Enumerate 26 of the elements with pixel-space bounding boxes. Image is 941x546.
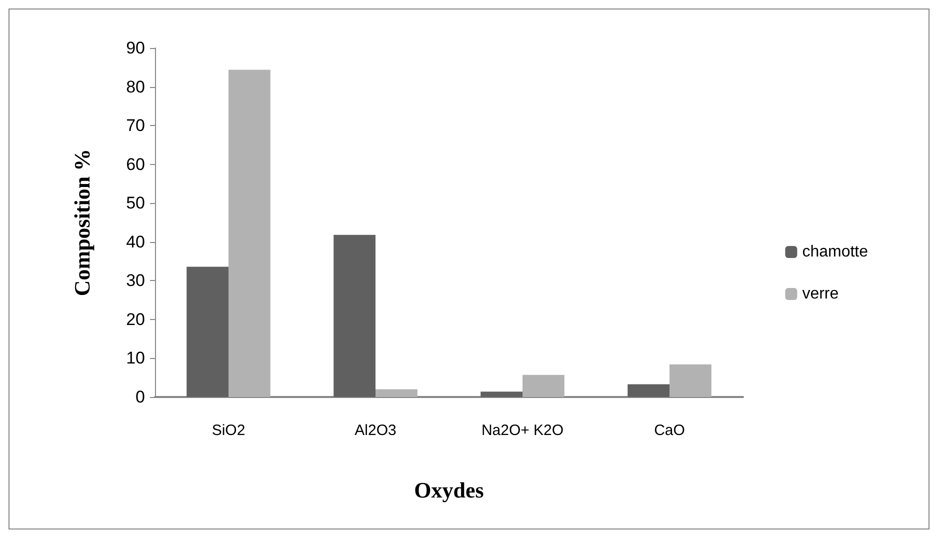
x-tick-label: CaO — [654, 422, 685, 439]
bar — [334, 234, 376, 397]
y-tick-label: 20 — [126, 310, 145, 329]
y-tick-label: 80 — [126, 77, 145, 96]
bar — [186, 266, 228, 397]
bar — [522, 374, 564, 397]
y-tick-label: 30 — [126, 271, 145, 290]
x-tick-label: Al2O3 — [354, 422, 396, 439]
legend-label: verre — [802, 286, 839, 302]
y-axis-title: Composition % — [70, 148, 94, 296]
x-axis-title: Oxydes — [414, 478, 484, 502]
y-tick-label: 60 — [126, 154, 145, 174]
bar — [480, 392, 522, 397]
bar — [670, 364, 712, 397]
y-tick-label: 50 — [126, 194, 145, 213]
y-tick-label: 10 — [126, 348, 145, 368]
y-tick-label: 40 — [126, 232, 145, 252]
x-tick-label: Na2O+ K2O — [481, 422, 564, 439]
bar — [228, 70, 270, 397]
y-tick-label: 70 — [126, 116, 145, 136]
y-tick-label: 0 — [136, 388, 145, 406]
bar — [628, 384, 670, 397]
x-tick-label: SiO2 — [212, 422, 246, 439]
bar — [376, 389, 418, 397]
y-tick-label: 90 — [126, 38, 145, 58]
legend-label: chamotte — [802, 244, 868, 260]
